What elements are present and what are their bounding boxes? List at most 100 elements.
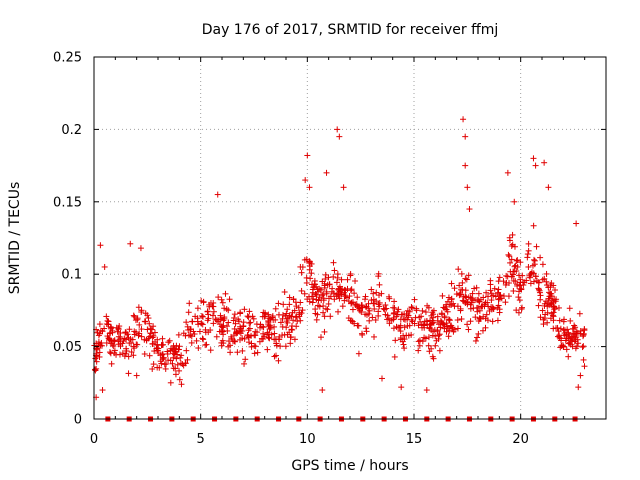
data-point [462, 133, 469, 140]
data-point [524, 254, 531, 261]
data-point [565, 340, 572, 347]
data-point [434, 313, 441, 320]
data-point [275, 311, 282, 318]
data-point [225, 307, 232, 314]
data-point [436, 347, 443, 354]
data-point [382, 302, 389, 309]
data-point [539, 261, 546, 268]
data-point [573, 220, 580, 227]
data-point [474, 308, 481, 315]
data-point [571, 330, 578, 337]
data-point [225, 343, 232, 350]
data-point [432, 342, 439, 349]
data-point [256, 338, 263, 345]
data-point [409, 304, 416, 311]
data-point [123, 330, 130, 337]
data-point [375, 273, 382, 280]
data-point [471, 285, 478, 292]
data-point [541, 159, 548, 166]
data-point [406, 322, 413, 329]
data-point [446, 327, 453, 334]
tick-labels: 0 0.05 0.1 0.15 0.2 0.25 0 5 10 15 20 [53, 51, 529, 448]
data-point [248, 343, 255, 350]
data-point [477, 296, 484, 303]
data-point [202, 326, 209, 333]
data-point [191, 331, 198, 338]
data-point [307, 275, 314, 282]
data-point [561, 327, 568, 334]
data-point [96, 353, 103, 360]
data-point [393, 313, 400, 320]
data-point [308, 270, 315, 277]
data-point [528, 269, 535, 276]
data-point [146, 352, 153, 359]
data-point [96, 330, 103, 337]
data-point [535, 302, 542, 309]
data-point [347, 317, 354, 324]
data-point [376, 281, 383, 288]
data-point [413, 307, 420, 314]
data-point [549, 297, 556, 304]
data-point [303, 279, 310, 286]
data-point [544, 309, 551, 316]
data-point [324, 306, 331, 313]
data-point [430, 319, 437, 326]
data-point [183, 347, 190, 354]
grid-lines [94, 57, 606, 419]
data-point [537, 314, 544, 321]
data-point [323, 288, 330, 295]
data-point [358, 330, 365, 337]
data-point [154, 336, 161, 343]
data-point [135, 304, 142, 311]
data-point [166, 337, 173, 344]
data-point [213, 333, 220, 340]
data-point [334, 290, 341, 297]
data-point [218, 339, 225, 346]
data-point [308, 281, 315, 288]
data-point [573, 334, 580, 341]
data-point [394, 308, 401, 315]
data-point [298, 287, 305, 294]
data-point [167, 357, 174, 364]
data-point [202, 342, 209, 349]
data-point [525, 247, 532, 254]
data-point [496, 274, 503, 281]
data-point [445, 333, 452, 340]
data-point [513, 267, 520, 274]
data-point [443, 306, 450, 313]
data-point [258, 335, 265, 342]
data-point [495, 278, 502, 285]
data-point [231, 311, 238, 318]
data-point [391, 353, 398, 360]
data-point [516, 297, 523, 304]
data-point [476, 314, 483, 321]
data-point [215, 294, 222, 301]
data-point [218, 327, 225, 334]
data-point [230, 317, 237, 324]
data-point [454, 325, 461, 332]
data-point [101, 263, 108, 270]
data-point [344, 276, 351, 283]
data-point [325, 274, 332, 281]
data-point [351, 290, 358, 297]
data-point [187, 326, 194, 333]
data-point [495, 286, 502, 293]
data-point [403, 332, 410, 339]
y-tick-label: 0.25 [53, 51, 82, 66]
data-point [460, 298, 467, 305]
data-point [375, 308, 382, 315]
data-point [298, 310, 305, 317]
data-points [91, 116, 588, 401]
data-point [433, 337, 440, 344]
data-point [250, 315, 257, 322]
data-point [580, 356, 587, 363]
data-point [99, 387, 106, 394]
data-point [309, 299, 316, 306]
data-point [133, 341, 140, 348]
data-point [239, 347, 246, 354]
data-point [200, 336, 207, 343]
data-point [400, 341, 407, 348]
data-point [349, 306, 356, 313]
data-point [540, 321, 547, 328]
data-point [205, 311, 212, 318]
